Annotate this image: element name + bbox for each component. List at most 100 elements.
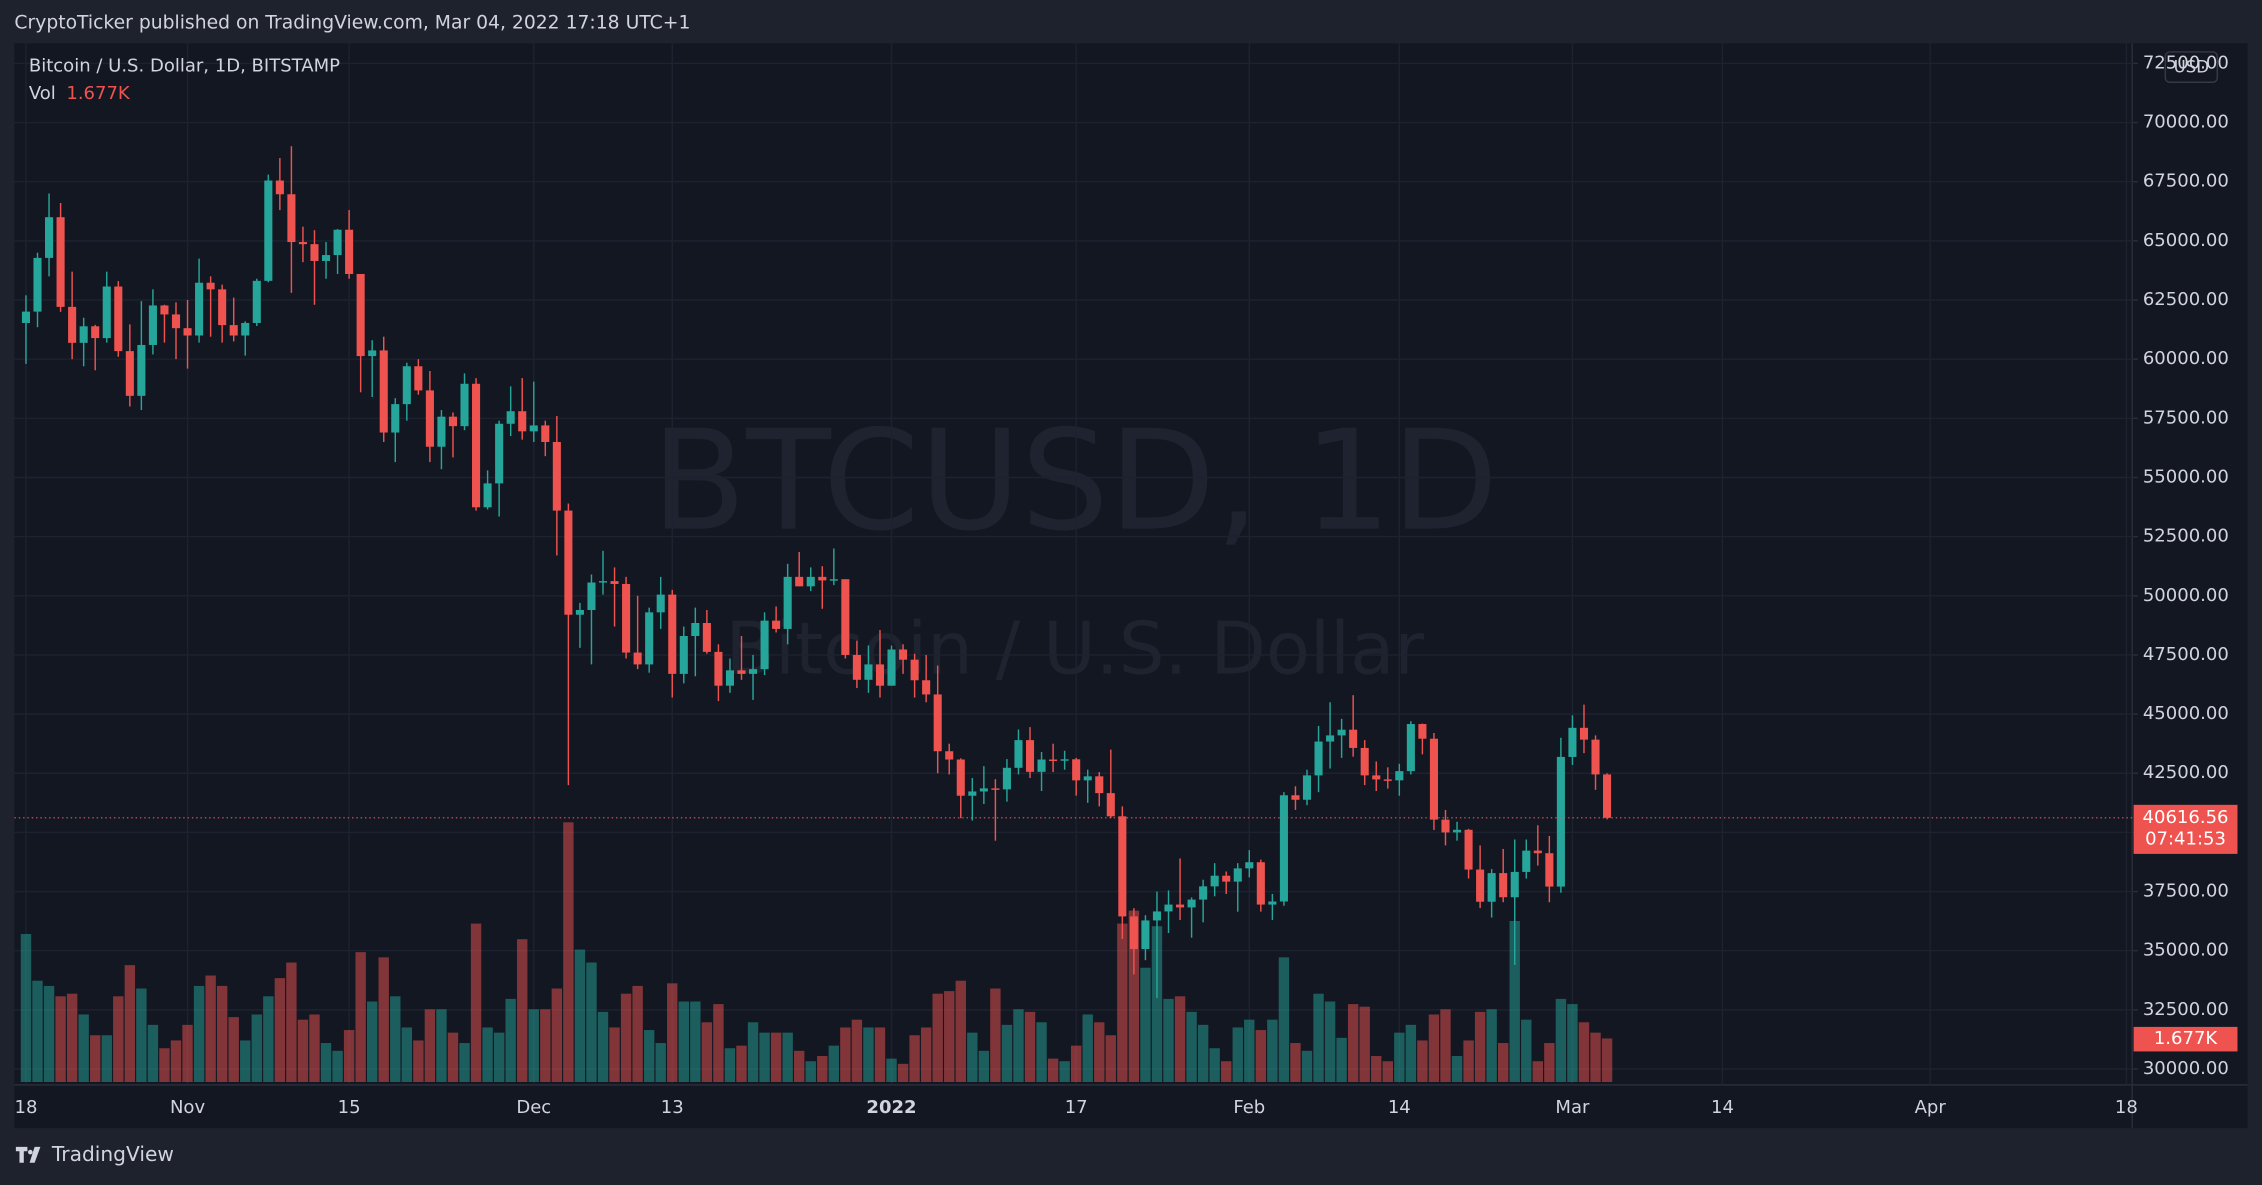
candle-body xyxy=(1441,819,1450,833)
candle-body xyxy=(1326,735,1335,742)
volume-bar xyxy=(1417,1040,1428,1082)
candle-body xyxy=(460,383,469,427)
volume-bar xyxy=(655,1043,666,1082)
y-tick-label: 35000.00 xyxy=(2143,940,2229,961)
currency: USD xyxy=(2174,57,2209,76)
volume-bar xyxy=(990,988,1001,1082)
volume-bar xyxy=(159,1048,170,1082)
volume-bar xyxy=(678,1001,689,1082)
candle-body xyxy=(310,244,319,261)
candle-body xyxy=(691,622,700,637)
x-tick-label: Nov xyxy=(170,1097,205,1118)
candle-body xyxy=(1395,771,1404,781)
candle-body xyxy=(702,622,711,652)
candle-body xyxy=(1522,850,1531,872)
y-tick-label: 37500.00 xyxy=(2143,881,2229,902)
volume-bar xyxy=(43,985,55,1082)
candle-body xyxy=(552,441,561,511)
candle-body xyxy=(1476,869,1485,902)
candle-body xyxy=(899,649,908,660)
volume-bar xyxy=(366,1001,378,1082)
brand: TradingView xyxy=(51,1142,174,1166)
candle-body xyxy=(783,576,792,629)
volume-bar xyxy=(909,1035,920,1082)
volume-bar xyxy=(66,993,78,1082)
volume-bar xyxy=(320,1043,332,1082)
candle-body xyxy=(183,328,192,336)
volume-legend-value: 1.677K xyxy=(66,83,131,104)
x-tick-label: Feb xyxy=(1233,1097,1265,1118)
brand-logo xyxy=(15,1146,41,1163)
candle-body xyxy=(737,670,746,674)
candle-body xyxy=(333,229,342,256)
volume-bar xyxy=(1117,923,1128,1082)
currency-badge[interactable] xyxy=(2164,51,2219,83)
candle-body xyxy=(668,594,677,674)
volume-bar xyxy=(609,1027,620,1082)
candle-body xyxy=(1579,727,1589,740)
candle-body xyxy=(45,217,54,258)
candle-body xyxy=(391,404,400,433)
volume-bar xyxy=(309,1014,320,1082)
volume-bar xyxy=(124,965,136,1082)
x-tick-label: 14 xyxy=(1388,1097,1411,1118)
volume-bar xyxy=(1567,1004,1578,1082)
y-tick-label: 42500.00 xyxy=(2143,762,2229,783)
candles xyxy=(21,146,1612,999)
candle-body xyxy=(529,425,538,432)
volume-bar xyxy=(724,1048,736,1082)
volume-bar xyxy=(390,996,401,1082)
candle-body xyxy=(1302,775,1312,800)
candle-body xyxy=(1199,886,1208,900)
candle-body xyxy=(495,423,504,484)
candle-body xyxy=(1406,724,1415,772)
volume-bar xyxy=(690,1001,701,1082)
candle-body xyxy=(772,620,781,629)
y-tick-label: 72500.00 xyxy=(2143,52,2229,73)
volume-legend: Vol xyxy=(29,83,56,104)
volume-bar xyxy=(540,1009,551,1082)
volume-bar xyxy=(355,952,366,1082)
volume-bar xyxy=(574,949,586,1082)
candle-body xyxy=(518,411,527,432)
y-tick-label: 62500.00 xyxy=(2143,289,2229,310)
x-tick-label: Apr xyxy=(1915,1097,1947,1118)
volume-bar xyxy=(944,991,955,1082)
candle-body xyxy=(472,383,481,508)
volume-bar xyxy=(1382,1061,1393,1082)
candle-body xyxy=(1245,862,1254,869)
candle-body xyxy=(656,594,665,613)
volume-bar xyxy=(1232,1027,1243,1082)
candle-body xyxy=(1337,729,1346,736)
volume-bar xyxy=(620,993,632,1082)
candle-body xyxy=(21,311,31,323)
candle-body xyxy=(321,255,331,261)
volume-bar xyxy=(1082,1014,1093,1082)
candle-body xyxy=(368,350,377,357)
volume-bar xyxy=(1094,1022,1105,1082)
volume-bar xyxy=(1001,1024,1013,1082)
volume-bar xyxy=(736,1045,747,1082)
volume-bar xyxy=(378,957,389,1082)
volume-bar xyxy=(805,1061,816,1082)
volume-bar xyxy=(447,1032,459,1082)
volume-bar xyxy=(1590,1032,1601,1082)
candle-body xyxy=(1360,747,1369,776)
volume-bar xyxy=(1544,1043,1555,1082)
candle-body xyxy=(887,649,896,686)
volume-bar xyxy=(817,1056,828,1082)
volume-bar xyxy=(701,1022,713,1082)
candle-body xyxy=(968,791,977,796)
candle-body xyxy=(1129,916,1138,950)
candle-body xyxy=(1049,759,1058,761)
candle-body xyxy=(1176,904,1185,908)
candle-body xyxy=(645,612,654,665)
candle-body xyxy=(379,350,388,433)
volume-bar xyxy=(1290,1043,1301,1082)
candle-body xyxy=(1314,741,1323,776)
volume-bar xyxy=(1486,1009,1497,1082)
volume-bar xyxy=(759,1032,770,1082)
volume-bar xyxy=(32,980,43,1082)
candle-body xyxy=(1256,862,1265,905)
candle-body xyxy=(1568,727,1577,757)
